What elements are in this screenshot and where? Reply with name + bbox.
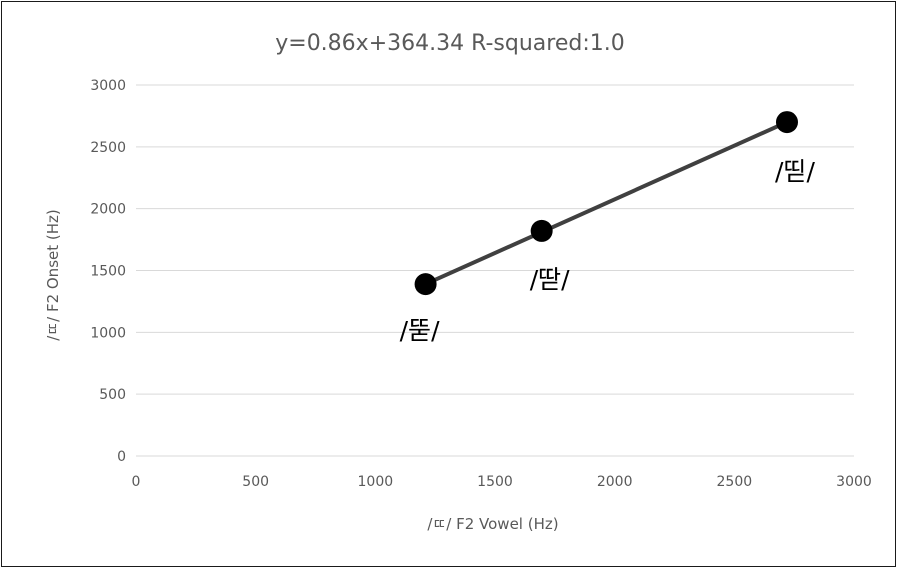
x-axis-label: /ㄸ/ F2 Vowel (Hz) bbox=[427, 515, 558, 533]
x-tick-label: 1500 bbox=[477, 474, 513, 490]
x-tick-label: 0 bbox=[132, 474, 141, 490]
x-tick-label: 3000 bbox=[836, 474, 872, 490]
trendline-group bbox=[423, 120, 789, 287]
data-label: /띧/ bbox=[775, 157, 815, 186]
y-tick-label: 1000 bbox=[90, 325, 126, 341]
y-tick-label: 500 bbox=[99, 387, 126, 403]
x-tick-label: 2500 bbox=[717, 474, 753, 490]
point-labels: /뚣/ /딷/ /띧/ bbox=[400, 157, 816, 345]
data-label: /뚣/ bbox=[400, 316, 440, 345]
x-tick-label: 1000 bbox=[358, 474, 394, 490]
y-axis-ticks: 0 500 1000 1500 2000 2500 3000 bbox=[90, 78, 126, 465]
data-point bbox=[530, 219, 553, 242]
data-points bbox=[414, 111, 798, 296]
data-point bbox=[775, 111, 798, 134]
chart-title: y=0.86x+364.34 R-squared:1.0 bbox=[275, 31, 625, 56]
y-tick-label: 0 bbox=[117, 449, 126, 465]
trendline bbox=[423, 120, 789, 287]
y-tick-label: 1500 bbox=[90, 264, 126, 280]
y-tick-label: 2000 bbox=[90, 202, 126, 218]
y-tick-label: 2500 bbox=[90, 140, 126, 156]
y-tick-label: 3000 bbox=[90, 78, 126, 94]
x-axis-ticks: 0 500 1000 1500 2000 2500 3000 bbox=[132, 474, 872, 490]
x-tick-label: 2000 bbox=[597, 474, 633, 490]
y-axis-label: /ㄸ/ F2 Onset (Hz) bbox=[44, 209, 62, 340]
data-point bbox=[414, 273, 437, 296]
x-tick-label: 500 bbox=[242, 474, 269, 490]
data-label: /딷/ bbox=[530, 265, 570, 294]
